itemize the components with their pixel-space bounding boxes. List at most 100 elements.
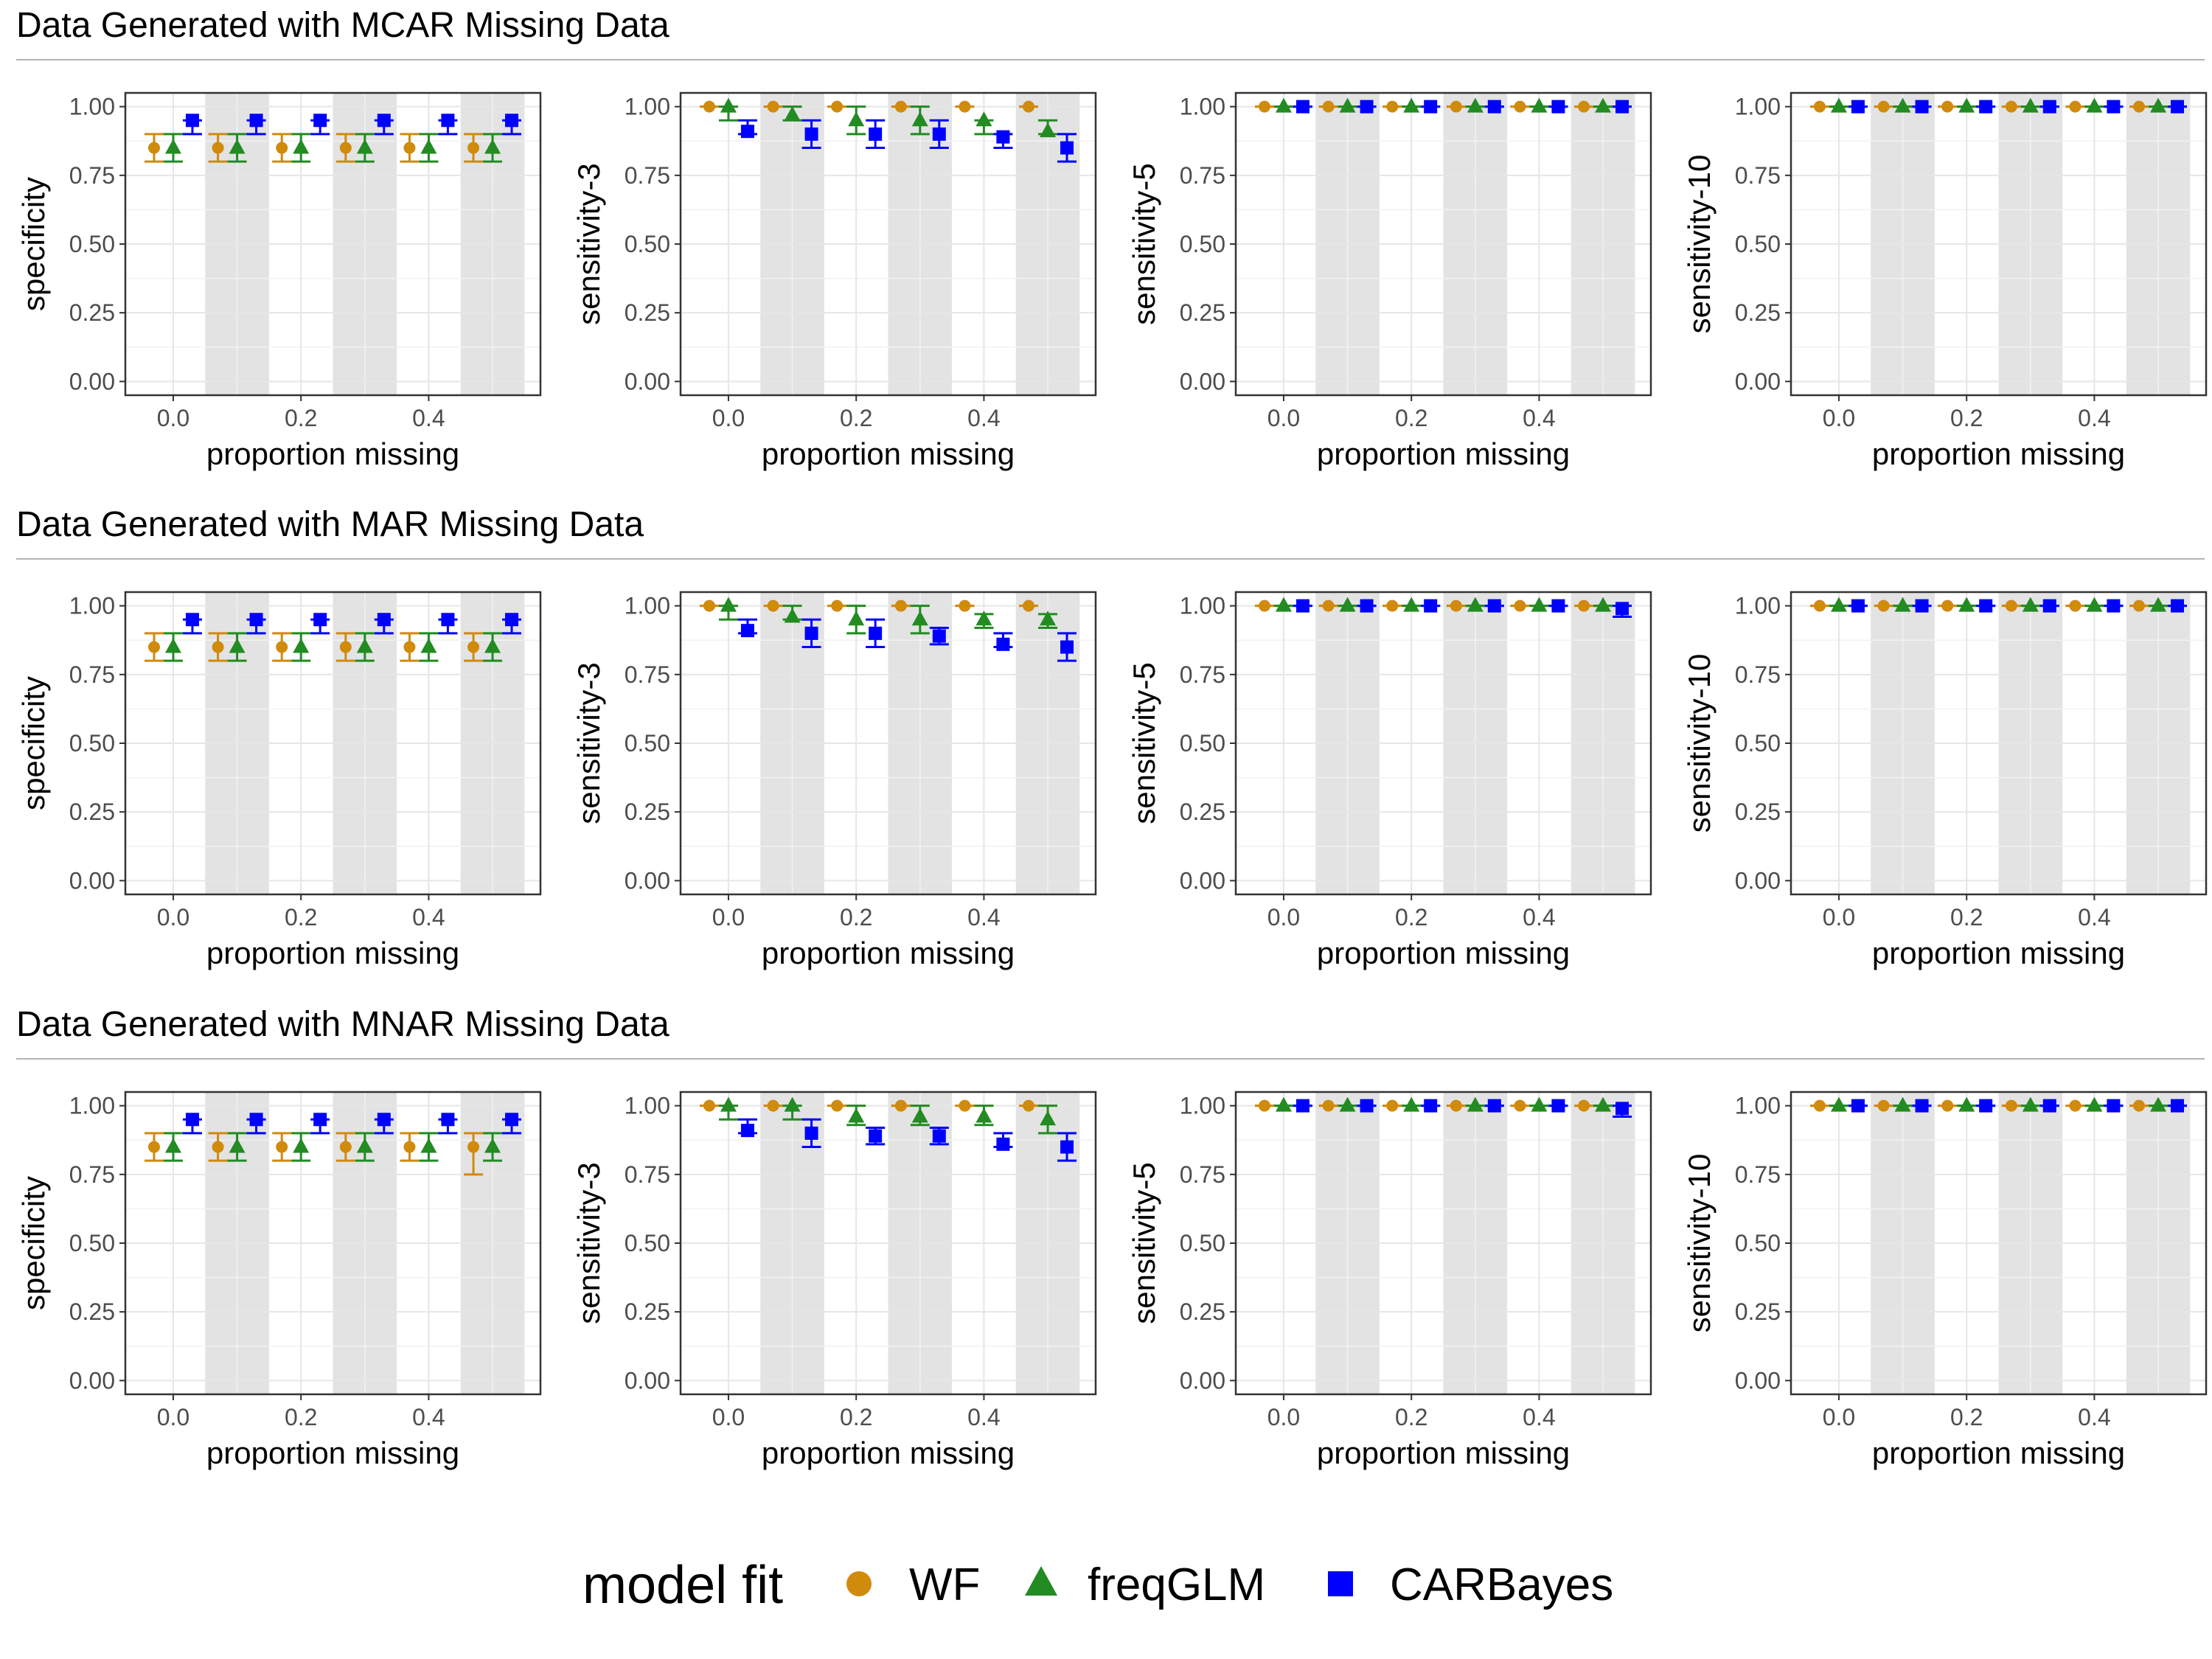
data-point-CARBayes [182,1113,202,1135]
marker-triangle [1040,611,1057,626]
marker-circle [767,1099,779,1112]
y-tick-label: 0.00 [1735,1367,1781,1394]
x-tick-label: 0.4 [2078,405,2110,431]
data-point-freqGLM [2084,1096,2104,1112]
marker-circle [1386,100,1399,113]
y-tick-label: 0.25 [1180,1298,1225,1325]
data-point-WF [1318,1099,1338,1112]
data-point-freqGLM [1829,597,1848,612]
panel-border [1790,591,2208,896]
marker-circle [2133,599,2146,612]
data-point-CARBayes [246,1113,266,1135]
data-point-CARBayes [737,618,757,638]
y-tick-label: 0.75 [1180,661,1225,688]
marker-circle [1023,100,1035,113]
marker-triangle [1531,597,1548,612]
data-point-freqGLM [1402,597,1422,612]
marker-square [505,613,519,627]
marker-square [505,1113,519,1127]
data-point-freqGLM [1273,97,1293,113]
marker-circle [1514,1099,1526,1112]
marker-circle [276,641,288,653]
data-point-freqGLM [291,632,311,662]
marker-triangle [1595,1096,1612,1112]
marker-triangle [1830,97,1847,113]
marker-square [1424,100,1438,114]
y-tick-label: 1.00 [69,593,115,619]
data-point-freqGLM [227,1132,247,1162]
marker-triangle [784,1096,801,1112]
data-point-freqGLM [1465,597,1485,612]
legend-entry-CARBayes: CARBayes [1328,1559,1613,1610]
marker-circle [339,142,352,154]
panel-border [124,91,542,397]
marker-square [1615,100,1630,114]
x-tick-label: 0.0 [157,405,189,431]
data-point-freqGLM [483,133,503,163]
data-point-freqGLM [2149,97,2168,113]
x-axis-title: proportion missing [1872,1436,2125,1470]
data-point-WF [335,632,355,662]
x-tick-label: 0.4 [1523,405,1555,431]
y-tick-label: 1.00 [625,593,670,619]
marker-triangle [229,139,246,154]
marker-triangle [2086,597,2103,612]
data-point-WF [272,133,292,163]
marker-square [996,637,1010,651]
data-point-WF [1382,1099,1402,1112]
data-point-CARBayes [1912,1099,1932,1113]
section-title: Data Generated with MAR Missing Data [16,505,644,544]
marker-triangle [229,638,246,653]
legend-entry-freqGLM: freqGLM [1025,1559,1265,1610]
data-point-CARBayes [737,119,757,139]
data-point-freqGLM [974,111,994,136]
x-tick-label: 0.2 [840,904,872,931]
marker-square [1487,1099,1501,1113]
data-point-CARBayes [438,114,458,136]
marker-triangle [356,1138,373,1153]
marker-triangle [1467,1096,1484,1112]
x-axis-title: proportion missing [762,936,1015,970]
marker-triangle [848,611,865,626]
data-point-WF [144,632,164,662]
marker-square [932,629,946,643]
marker-square [2042,1099,2056,1113]
data-point-WF [464,1132,484,1176]
y-tick-label: 0.50 [1735,1230,1781,1256]
marker-triangle [848,1107,865,1123]
marker-triangle [420,638,437,653]
y-tick-label: 0.50 [69,1230,115,1256]
marker-triangle [1595,597,1612,612]
data-point-CARBayes [310,1113,330,1135]
data-point-CARBayes [1548,100,1568,114]
y-tick-label: 0.50 [1735,730,1781,757]
data-point-freqGLM [910,105,930,136]
y-tick-label: 0.25 [1180,299,1225,326]
x-tick-label: 0.0 [1823,904,1855,931]
data-point-CARBayes [182,613,202,635]
y-tick-label: 0.00 [625,1367,670,1394]
y-tick-label: 0.50 [625,1230,670,1256]
marker-triangle [484,638,501,653]
y-axis-title: sensitivity-5 [1127,662,1161,824]
x-tick-label: 0.0 [1267,904,1300,931]
x-axis-title: proportion missing [1872,936,2125,970]
data-point-WF [2065,100,2085,113]
marker-square [740,1124,754,1138]
marker-circle [703,1099,715,1112]
panel-0-1: 0.00 0.25 0.50 0.75 1.00 0.0 0.2 0.4 proportion … [571,91,1097,471]
marker-square [2171,1099,2185,1113]
data-point-CARBayes [438,613,458,635]
marker-triangle [848,111,865,127]
data-point-CARBayes [310,613,330,635]
y-tick-label: 1.00 [625,1093,670,1119]
marker-triangle [2150,97,2167,113]
panel-0-2: 0.00 0.25 0.50 0.75 1.00 0.0 0.2 0.4 proportion … [1127,91,1652,471]
x-tick-label: 0.0 [157,1404,189,1430]
y-tick-label: 0.25 [1180,799,1225,825]
y-axis-title: sensitivity-3 [571,163,606,324]
data-point-WF [1938,599,1958,612]
marker-triangle [420,139,437,154]
marker-triangle [1958,1096,1975,1112]
marker-square [996,130,1010,144]
